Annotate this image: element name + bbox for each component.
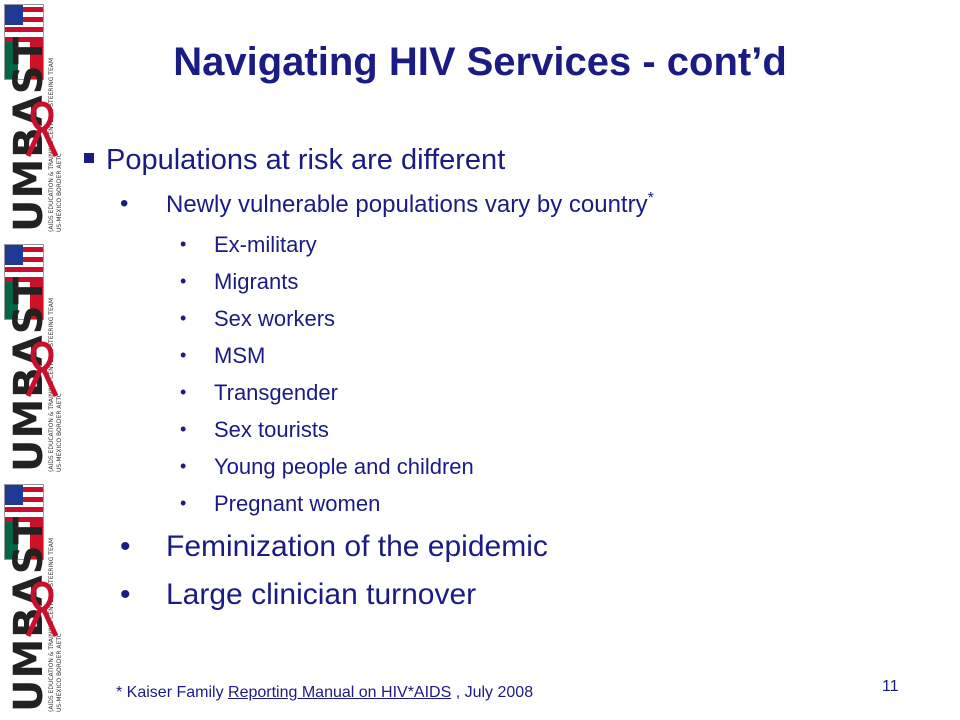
footnote-prefix: * Kaiser Family: [116, 684, 229, 701]
bullet-dot-icon: •: [180, 382, 187, 402]
red-ribbon-icon: [25, 101, 59, 158]
slide-title: Navigating HIV Services - cont’d: [173, 40, 787, 84]
red-ribbon-icon: [25, 341, 59, 398]
bullet-dot-icon: •: [180, 493, 187, 513]
bullet-dot-icon: •: [180, 308, 187, 328]
logo-subtext-2: US-MEXICO BORDER AETC: [56, 633, 63, 712]
bullet-populations: Populations at risk are different: [84, 144, 505, 177]
logo-block: UMBAST (AIDS EDUCATION & TRAINING CENTER…: [0, 480, 68, 720]
us-mexico-flag-icon: [4, 4, 44, 80]
footnote-suffix: , July 2008: [451, 684, 534, 701]
bullet-dot-icon: •: [180, 419, 187, 439]
us-mexico-flag-icon: [4, 484, 44, 560]
logo-block: UMBAST (AIDS EDUCATION & TRAINING CENTER…: [0, 240, 68, 480]
bullet-dot-icon: •: [120, 190, 129, 217]
logo-subtext-2: US-MEXICO BORDER AETC: [56, 393, 63, 472]
page-number: 11: [882, 678, 899, 695]
bullet-dot-icon: •: [180, 234, 187, 254]
footnote-source-link[interactable]: Reporting Manual on HIV*AIDS: [228, 684, 452, 701]
bullet-dot-icon: •: [180, 456, 187, 476]
bullet-dot-icon: •: [120, 530, 131, 563]
logo-block: UMBAST (AIDS EDUCATION & TRAINING CENTER…: [0, 0, 68, 240]
square-bullet-icon: [84, 153, 94, 164]
logo-subtext-2: US-MEXICO BORDER AETC: [56, 153, 63, 232]
bullet-dot-icon: •: [180, 345, 187, 365]
bullet-dot-icon: •: [180, 271, 187, 291]
bullet-dot-icon: •: [120, 578, 131, 611]
branding-strip: UMBAST (AIDS EDUCATION & TRAINING CENTER…: [0, 0, 68, 720]
sub-bullet-text: Newly vulnerable populations vary by cou…: [166, 191, 648, 218]
us-mexico-flag-icon: [4, 244, 44, 320]
red-ribbon-icon: [25, 581, 59, 638]
footnote-marker: *: [647, 190, 654, 207]
bullet-text: Populations at risk are different: [106, 144, 506, 176]
footnote: * Kaiser Family Reporting Manual on HIV*…: [116, 684, 533, 702]
